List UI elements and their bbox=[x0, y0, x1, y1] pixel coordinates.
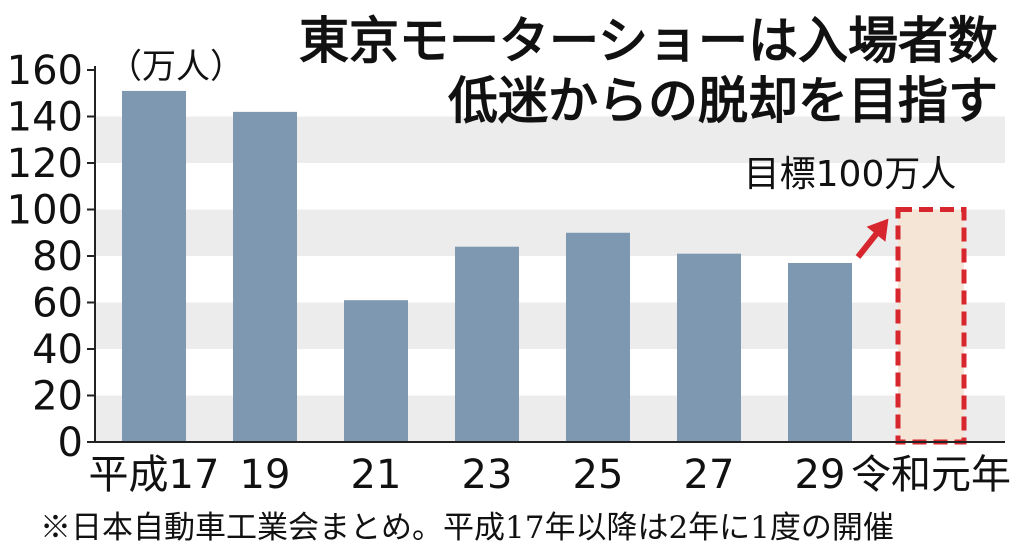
y-tick-label: 60 bbox=[32, 281, 83, 327]
grid-band bbox=[95, 209, 1005, 256]
bar-1 bbox=[233, 111, 297, 442]
y-tick-label: 40 bbox=[32, 327, 83, 373]
chart-title-line-2: 低迷からの脱却を目指す bbox=[448, 72, 998, 130]
y-tick-label: 140 bbox=[7, 95, 83, 141]
y-tick-label: 120 bbox=[7, 141, 83, 187]
grid-band bbox=[95, 302, 1005, 349]
grid-band bbox=[95, 395, 1005, 442]
target-group bbox=[855, 207, 967, 445]
bar-5 bbox=[677, 253, 741, 442]
target-box bbox=[895, 207, 967, 445]
y-tick-label: 80 bbox=[32, 234, 83, 280]
bar-2 bbox=[344, 300, 408, 442]
bar-3 bbox=[455, 246, 519, 442]
bar-4 bbox=[566, 232, 630, 442]
chart-title-line-1: 東京モーターショーは入場者数 bbox=[299, 12, 998, 70]
y-tick-label: 0 bbox=[58, 420, 83, 466]
x-category-label: 19 bbox=[240, 452, 291, 498]
x-category-label: 25 bbox=[573, 452, 624, 498]
x-category-label: 23 bbox=[462, 452, 513, 498]
unit-label: （万人） bbox=[108, 47, 244, 87]
x-category-label: 21 bbox=[351, 452, 402, 498]
y-tick-label: 100 bbox=[7, 188, 83, 234]
x-category-labels: 平成17 19 21 23 25 27 29 令和元年 bbox=[89, 452, 1011, 498]
axes bbox=[94, 66, 1005, 443]
footnote: ※日本自動車工業会まとめ。平成17年以降は2年に1度の開催 bbox=[40, 510, 894, 546]
bar-0 bbox=[122, 90, 186, 443]
y-tick-label: 20 bbox=[32, 374, 83, 420]
target-arrow-head bbox=[866, 218, 889, 242]
y-tick-label: 160 bbox=[7, 48, 83, 94]
target-label: 目標100万人 bbox=[744, 154, 957, 195]
bars bbox=[122, 90, 852, 443]
x-category-label: 29 bbox=[795, 452, 846, 498]
x-category-label: 平成17 bbox=[89, 452, 220, 498]
x-category-label: 令和元年 bbox=[851, 452, 1011, 498]
x-category-label: 27 bbox=[684, 452, 735, 498]
bar-6 bbox=[788, 262, 852, 442]
